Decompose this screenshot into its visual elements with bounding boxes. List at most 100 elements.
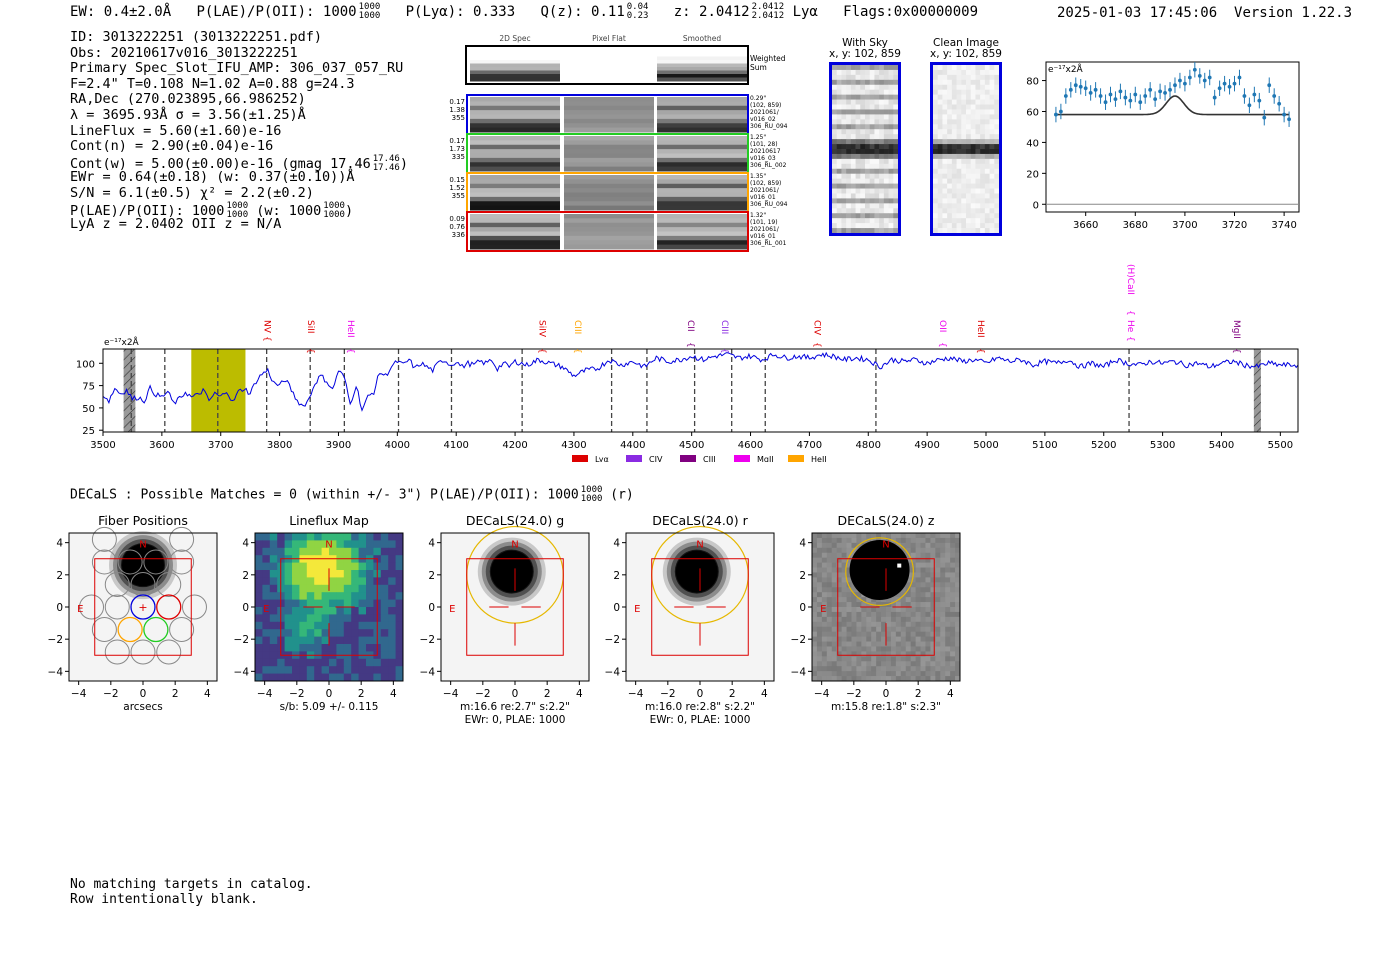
flux-pixel <box>343 636 352 645</box>
sky-pixel <box>850 74 856 81</box>
sky-pixel <box>893 163 899 170</box>
flux-pixel <box>262 555 271 563</box>
flux-pixel <box>351 540 359 549</box>
sky-pixel <box>869 74 875 81</box>
cutout-band <box>564 218 654 224</box>
sky-pixel <box>975 163 981 170</box>
flux-pixel <box>336 614 345 623</box>
y-axis-label: e⁻¹⁷x2Å <box>1048 63 1084 75</box>
noise-pixel <box>826 533 833 539</box>
sky-pixel <box>869 129 875 135</box>
flux-pixel <box>292 636 300 645</box>
noise-pixel <box>881 621 887 628</box>
col-title-smoothed: Smoothed <box>682 34 722 43</box>
sky-pixel <box>836 134 842 140</box>
flux-pixel <box>366 621 374 630</box>
sky-pixel <box>846 134 852 140</box>
sky-pixel <box>846 158 852 165</box>
noise-pixel <box>836 542 842 549</box>
noise-pixel <box>890 641 897 647</box>
flux-pixel <box>255 547 263 556</box>
info-contw: Cont(w) = 5.00(±0.00)e-16 (gmag 17.46 17.… <box>70 153 408 173</box>
legend-swatch <box>788 455 804 462</box>
noise-pixel <box>866 616 872 623</box>
noise-pixel <box>950 562 956 568</box>
noise-pixel <box>950 616 956 623</box>
xtick-label: 5500 <box>1268 440 1293 451</box>
sky-pixel <box>937 218 943 224</box>
sky-pixel <box>937 74 943 81</box>
noise-pixel <box>851 587 857 593</box>
sky-pixel <box>832 119 838 125</box>
noise-pixel <box>925 651 931 657</box>
sky-pixel <box>883 208 889 214</box>
flux-pixel <box>351 673 359 682</box>
noise-pixel <box>905 533 912 539</box>
noise-pixel <box>910 542 916 549</box>
sky-pixel <box>846 153 852 160</box>
sky-pixel <box>951 89 957 95</box>
noise-pixel <box>846 631 852 637</box>
noise-pixel <box>915 582 921 588</box>
cutout-band <box>564 153 654 159</box>
sky-pixel <box>883 223 889 229</box>
line-label-brace: { <box>811 342 821 348</box>
sky-pixel <box>841 94 847 100</box>
search-box <box>651 558 749 656</box>
flux-pixel <box>351 533 359 541</box>
sky-pixel <box>883 79 889 86</box>
sky-pixel <box>883 158 889 165</box>
flux-pixel <box>329 533 337 541</box>
decals-summary: DECaLS : Possible Matches = 0 (within +/… <box>70 485 634 504</box>
noise-pixel <box>910 607 916 613</box>
noise-pixel <box>856 597 862 603</box>
sky-pixel <box>947 109 953 115</box>
qz-value: Q(z): 0.11 <box>540 4 625 20</box>
ytick-label: 4 <box>56 538 63 550</box>
sky-pixel <box>970 158 976 165</box>
sky-pixel <box>961 168 967 175</box>
sky-pixel <box>865 89 871 95</box>
sky-pixel <box>961 79 967 86</box>
noise-pixel <box>871 636 877 642</box>
cutout-band <box>470 114 560 120</box>
sky-pixel <box>966 129 972 135</box>
sky-pixel <box>994 183 1000 189</box>
flux-pixel <box>255 621 263 630</box>
noise-pixel <box>871 671 877 677</box>
xtick-label: 4300 <box>561 440 586 451</box>
noise-pixel <box>900 676 907 682</box>
sky-pixel <box>975 74 981 81</box>
xtick-label: 4000 <box>385 440 410 451</box>
line-label-text: (H)CaII <box>1125 264 1135 295</box>
sky-pixel <box>947 178 953 184</box>
xtick-label: −2 <box>660 688 675 700</box>
cutout-band <box>470 166 560 172</box>
sky-pixel <box>975 198 981 204</box>
noise-pixel <box>841 621 847 628</box>
data-point <box>1227 84 1232 89</box>
noise-pixel <box>856 661 862 667</box>
noise-pixel <box>821 646 828 652</box>
sky-pixel <box>951 163 957 170</box>
north-label: N <box>696 539 703 550</box>
noise-pixel <box>851 656 857 662</box>
sky-pixel <box>942 144 948 150</box>
sky-pixel <box>951 183 957 189</box>
sky-pixel <box>860 65 866 71</box>
sky-pixel <box>860 149 866 155</box>
sky-pixel <box>846 163 852 170</box>
flux-pixel <box>299 533 308 541</box>
cutout-band <box>657 77 747 82</box>
noise-pixel <box>851 602 857 608</box>
sky-pixel <box>933 109 939 115</box>
sky-pixel <box>975 193 981 199</box>
noise-pixel <box>821 676 828 682</box>
sky-pixel <box>850 79 856 86</box>
flux-pixel <box>299 584 308 593</box>
noise-pixel <box>895 656 902 662</box>
flux-pixel <box>388 621 396 630</box>
sky-pixel <box>832 153 838 160</box>
noise-pixel <box>841 537 847 544</box>
noise-pixel <box>905 646 912 652</box>
